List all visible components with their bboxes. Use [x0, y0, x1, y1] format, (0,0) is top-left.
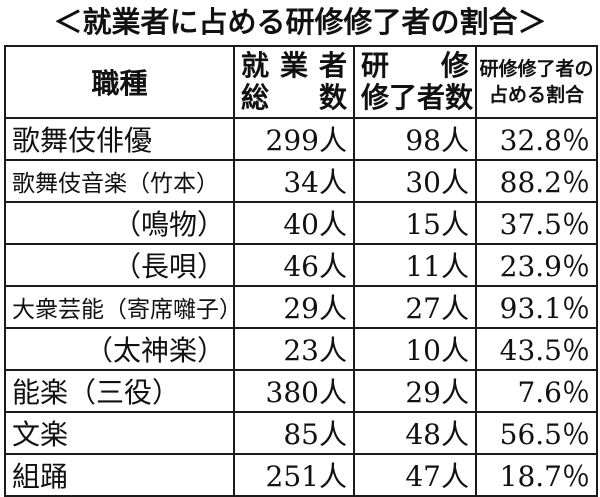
header-workers-line2: 総 数: [241, 81, 347, 114]
job-cell: 歌舞伎音楽（竹本）: [4, 159, 235, 203]
ratio-cell: 88.2％: [475, 159, 598, 203]
header-job: 職種: [4, 45, 235, 119]
workers-cell: 380人: [233, 369, 355, 413]
workers-cell: 85人: [233, 411, 355, 455]
table-row: 組踊 251人 47人 18.7％: [4, 453, 598, 497]
table-row: （長唄） 46人 11人 23.9％: [4, 243, 598, 287]
ratio-cell: 93.1％: [475, 285, 598, 329]
ratio-cell: 37.5％: [475, 201, 598, 245]
table-row: （鳴物） 40人 15人 37.5％: [4, 201, 598, 245]
graduates-cell: 30人: [353, 159, 477, 203]
header-graduates-line2: 修了者数: [361, 81, 474, 114]
job-cell: 文楽: [4, 411, 235, 455]
header-graduates: 研 修 修了者数: [353, 45, 477, 119]
job-cell: （鳴物）: [4, 201, 235, 245]
graduates-cell: 27人: [353, 285, 477, 329]
workers-cell: 40人: [233, 201, 355, 245]
workers-cell: 29人: [233, 285, 355, 329]
ratio-cell: 7.6％: [475, 369, 598, 413]
header-ratio-line1: 研修修了者の: [479, 58, 594, 80]
graduates-cell: 15人: [353, 201, 477, 245]
table-row: 大衆芸能（寄席囃子） 29人 27人 93.1％: [4, 285, 598, 329]
header-row: 職種 就業者 総 数 研 修 修了者数 研修修了者の 占める割合: [4, 45, 598, 119]
header-ratio: 研修修了者の 占める割合: [475, 45, 598, 119]
header-workers: 就業者 総 数: [233, 45, 355, 119]
ratio-cell: 43.5％: [475, 327, 598, 371]
workers-cell: 251人: [233, 453, 355, 497]
job-cell: 歌舞伎俳優: [4, 117, 235, 161]
workers-cell: 299人: [233, 117, 355, 161]
workers-cell: 46人: [233, 243, 355, 287]
ratio-cell: 32.8％: [475, 117, 598, 161]
graduates-cell: 48人: [353, 411, 477, 455]
table-row: （太神楽） 23人 10人 43.5％: [4, 327, 598, 371]
graduates-cell: 98人: [353, 117, 477, 161]
job-cell: 大衆芸能（寄席囃子）: [4, 285, 235, 329]
header-ratio-line2: 占める割合: [488, 84, 584, 106]
graduates-cell: 10人: [353, 327, 477, 371]
workers-cell: 34人: [233, 159, 355, 203]
ratio-cell: 18.7％: [475, 453, 598, 497]
graduates-cell: 29人: [353, 369, 477, 413]
header-workers-line1: 就業者: [241, 49, 347, 82]
table-row: 歌舞伎俳優 299人 98人 32.8％: [4, 117, 598, 161]
job-cell: 組踊: [4, 453, 235, 497]
workers-cell: 23人: [233, 327, 355, 371]
graduates-cell: 47人: [353, 453, 477, 497]
ratio-cell: 56.5％: [475, 411, 598, 455]
ratio-cell: 23.9％: [475, 243, 598, 287]
job-cell: 能楽（三役）: [4, 369, 235, 413]
table-row: 能楽（三役） 380人 29人 7.6％: [4, 369, 598, 413]
document: ＜就業者に占める研修修了者の割合＞ 職種 就業者 総 数 研 修 修了者数 研修…: [4, 5, 598, 497]
table-row: 歌舞伎音楽（竹本） 34人 30人 88.2％: [4, 159, 598, 203]
graduates-cell: 11人: [353, 243, 477, 287]
job-cell: （太神楽）: [4, 327, 235, 371]
header-graduates-line1: 研 修: [361, 49, 469, 82]
graduate-ratio-table: 職種 就業者 総 数 研 修 修了者数 研修修了者の 占める割合 歌舞伎俳優 2…: [4, 45, 598, 497]
job-cell: （長唄）: [4, 243, 235, 287]
table-row: 文楽 85人 48人 56.5％: [4, 411, 598, 455]
table-title: ＜就業者に占める研修修了者の割合＞: [53, 5, 547, 39]
